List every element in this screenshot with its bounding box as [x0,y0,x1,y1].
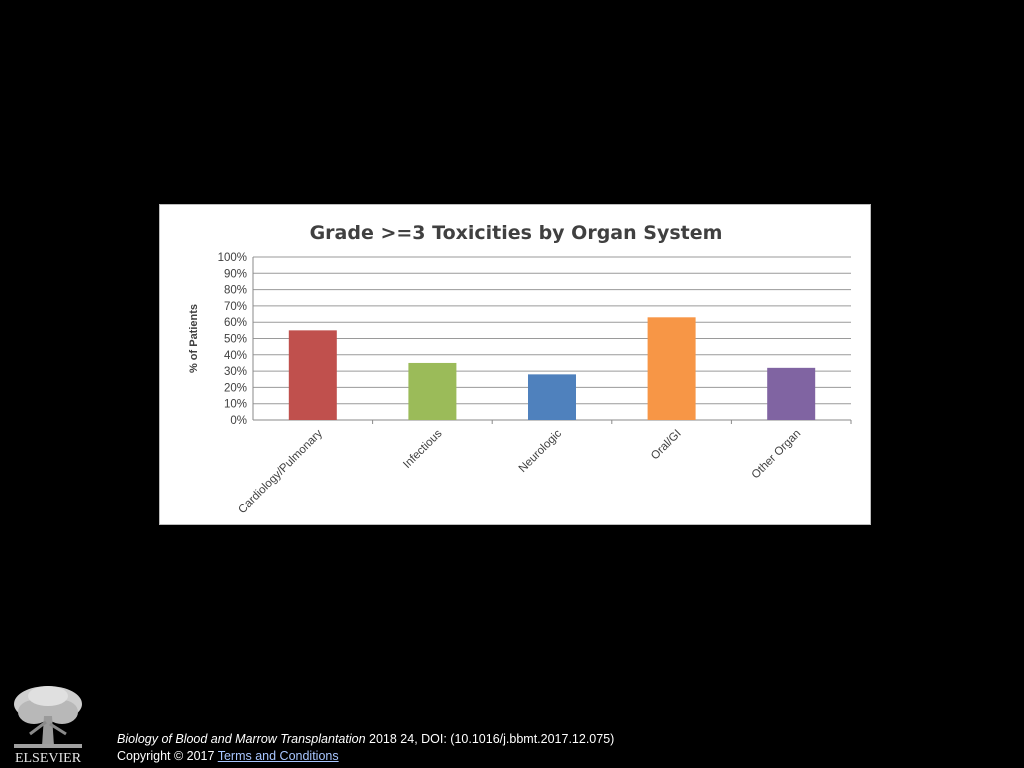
y-tick-label: 50% [224,334,247,346]
x-tick-label: Infectious [401,427,444,470]
bar-infectious [408,362,457,420]
elsevier-wordmark: ELSEVIER [15,751,82,766]
gridlines [252,256,851,421]
chart-panel: Grade >=3 Toxicities by Organ System 0% 1… [159,204,871,525]
y-axis-ticks: 0% 10% 20% 30% 40% 50% 60% 70% 80% 90% 100% [218,252,247,427]
y-tick-label: 80% [224,285,247,297]
citation-line: Biology of Blood and Marrow Transplantat… [117,731,614,748]
bars [288,317,816,420]
elsevier-tree-logo: ELSEVIER [10,682,86,766]
bar-neurologic [528,374,576,420]
chart-title: Grade >=3 Toxicities by Organ System [310,222,723,244]
x-tick-label: Neurologic [517,427,565,475]
copyright-text: Copyright © 2017 [117,749,218,763]
journal-name: Biology of Blood and Marrow Transplantat… [117,732,366,746]
y-tick-label: 20% [224,382,247,394]
x-tick-label: Cardiology/Pulmonary [236,427,325,516]
x-tick-label: Oral/GI [649,428,684,463]
bar-other-organ [767,367,816,420]
y-tick-label: 70% [224,301,247,313]
y-tick-label: 100% [218,252,247,264]
citation-details: 2018 24, DOI: (10.1016/j.bbmt.2017.12.07… [365,732,615,746]
terms-link[interactable]: Terms and Conditions [217,749,339,763]
y-tick-label: 0% [230,415,247,427]
y-tick-label: 60% [224,317,247,329]
x-axis-ticks: Cardiology/Pulmonary Infectious Neurologic… [236,420,852,516]
x-tick-label: Other Organ [750,428,804,482]
y-tick-label: 40% [224,350,247,362]
bar-cardiology-pulmonary [288,330,337,420]
bar-chart: Grade >=3 Toxicities by Organ System 0% 1… [188,222,852,516]
bar-oral-gi [647,317,696,420]
y-tick-label: 90% [224,268,247,280]
citation-block: Biology of Blood and Marrow Transplantat… [117,731,614,765]
y-tick-label: 30% [224,366,247,378]
copyright-line: Copyright © 2017 Terms and Conditions [117,748,614,765]
y-tick-label: 10% [224,399,247,411]
y-axis-label: % of Patients [188,304,200,373]
